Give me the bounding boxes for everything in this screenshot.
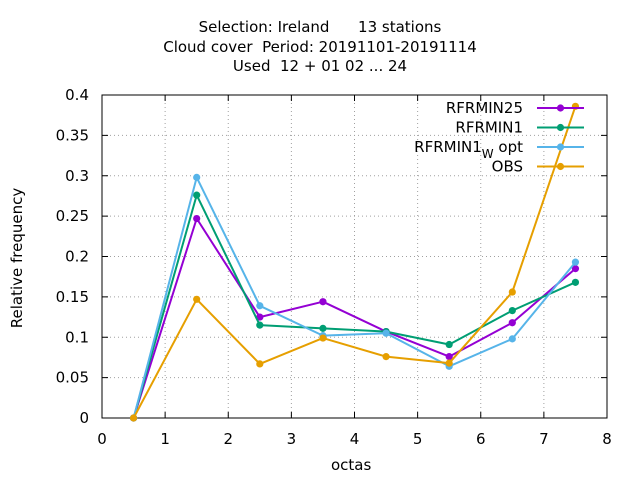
series-line	[132, 105, 577, 419]
data-point	[193, 214, 201, 223]
x-tick-label: 1	[160, 430, 170, 448]
x-tick-label: 5	[413, 430, 423, 448]
y-tick-label: 0.05	[56, 369, 89, 387]
chart-title-line-3: Used 12 + 01 02 ... 24	[232, 57, 408, 75]
y-tick-label: 0.4	[65, 86, 89, 104]
x-tick-label: 7	[539, 430, 549, 448]
data-point	[193, 173, 201, 181]
y-tick-label: 0.3	[65, 167, 89, 185]
series-4	[129, 102, 580, 422]
chart-title-line-2: Cloud cover Period: 20191101-20191114	[163, 38, 477, 56]
series-line	[132, 194, 576, 419]
x-tick-label: 2	[223, 430, 233, 448]
data-point	[193, 295, 201, 303]
data-point	[382, 329, 390, 337]
x-tick-label: 6	[476, 430, 486, 448]
legend-label: RFRMIN25	[446, 99, 523, 117]
y-axis-label: Relative frequency	[8, 187, 26, 329]
data-point	[256, 313, 264, 321]
x-tick-label: 0	[97, 430, 107, 448]
y-tick-label: 0.35	[56, 126, 89, 144]
data-point	[256, 302, 264, 310]
data-point	[382, 353, 390, 361]
axis-ticks: 0 1 2 3 4 5 6 7 8 0 0.05 0.1 0.15 0.2 0.25 0.3 0.35 0.4	[56, 86, 612, 448]
chart-title-line-1: Selection: Ireland 13 stations	[198, 18, 442, 36]
series-line	[132, 176, 577, 419]
legend-swatch-point	[556, 123, 565, 132]
y-tick-label: 0.25	[56, 207, 89, 225]
data-point	[508, 288, 516, 296]
data-point	[445, 359, 453, 367]
series-group	[129, 102, 580, 422]
legend-label: RFRMIN1W opt	[414, 138, 523, 161]
legend-label: RFRMIN1	[455, 119, 523, 137]
series-line	[132, 217, 577, 419]
grid	[102, 95, 607, 418]
data-point	[571, 265, 580, 273]
data-point	[508, 335, 516, 343]
series-3	[129, 173, 580, 422]
legend-swatch-point	[556, 104, 565, 112]
x-tick-label: 3	[287, 430, 297, 448]
legend-entry-2: RFRMIN1	[455, 119, 584, 137]
y-tick-label: 0.1	[65, 328, 89, 346]
legend-entry-3: RFRMIN1W opt	[414, 138, 584, 161]
data-point	[319, 334, 327, 342]
data-point	[256, 360, 264, 368]
x-axis-label: octas	[331, 456, 372, 474]
y-tick-label: 0.2	[65, 248, 89, 266]
series-1	[129, 214, 580, 422]
legend-entry-4: OBS	[492, 158, 584, 176]
data-point	[319, 298, 327, 306]
legend-swatch-point	[556, 162, 565, 171]
data-point	[571, 278, 580, 286]
legend-label: OBS	[492, 158, 523, 176]
y-tick-label: 0.15	[56, 288, 89, 306]
x-tick-label: 4	[350, 430, 360, 448]
data-point	[508, 307, 516, 315]
data-point	[571, 258, 580, 266]
data-point	[129, 414, 138, 422]
data-point	[445, 340, 453, 349]
data-point	[445, 353, 453, 361]
legend-swatch-point	[556, 143, 565, 151]
y-tick-label: 0	[79, 409, 89, 427]
x-tick-label: 8	[602, 430, 612, 448]
legend-entry-1: RFRMIN25	[446, 99, 584, 117]
data-point	[319, 324, 327, 332]
data-point	[193, 191, 201, 199]
data-point	[256, 321, 264, 329]
data-point	[508, 319, 516, 327]
